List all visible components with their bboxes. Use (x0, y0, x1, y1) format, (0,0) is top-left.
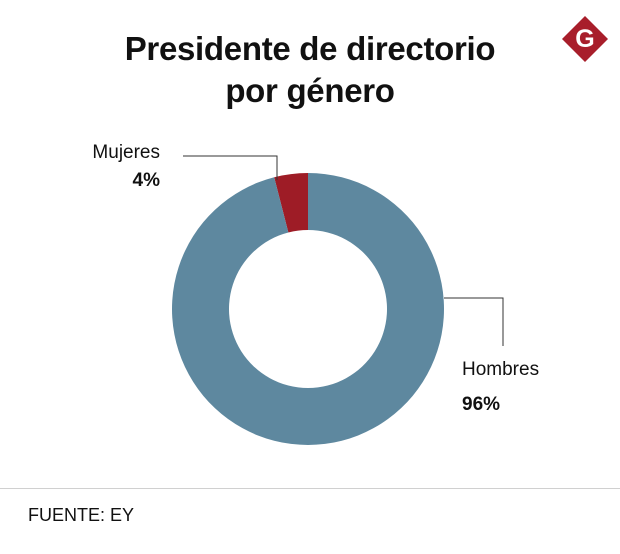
slice-mujeres (274, 173, 308, 233)
donut-chart: Mujeres 4% Hombres 96% (92, 142, 539, 445)
chart-title-line-1: Presidente de directorio (124, 30, 496, 67)
footer-divider (0, 488, 620, 489)
slice-hombres (171, 173, 444, 445)
brand-logo-diamond (562, 16, 608, 62)
leader-line-hombres (444, 297, 504, 346)
value-mujeres: 4% (133, 170, 161, 191)
donut-slices (171, 173, 444, 445)
label-mujeres: Mujeres (92, 142, 160, 163)
label-hombres: Hombres (462, 359, 539, 380)
chart-title-line-2: por género (225, 72, 395, 109)
brand-logo: G (562, 16, 608, 62)
brand-logo-letter: G (575, 25, 594, 53)
chart-title: Presidente de directorio por género (0, 28, 620, 112)
source-note: FUENTE: EY (28, 505, 135, 525)
leader-line-mujeres (183, 155, 278, 180)
value-hombres: 96% (462, 394, 500, 415)
